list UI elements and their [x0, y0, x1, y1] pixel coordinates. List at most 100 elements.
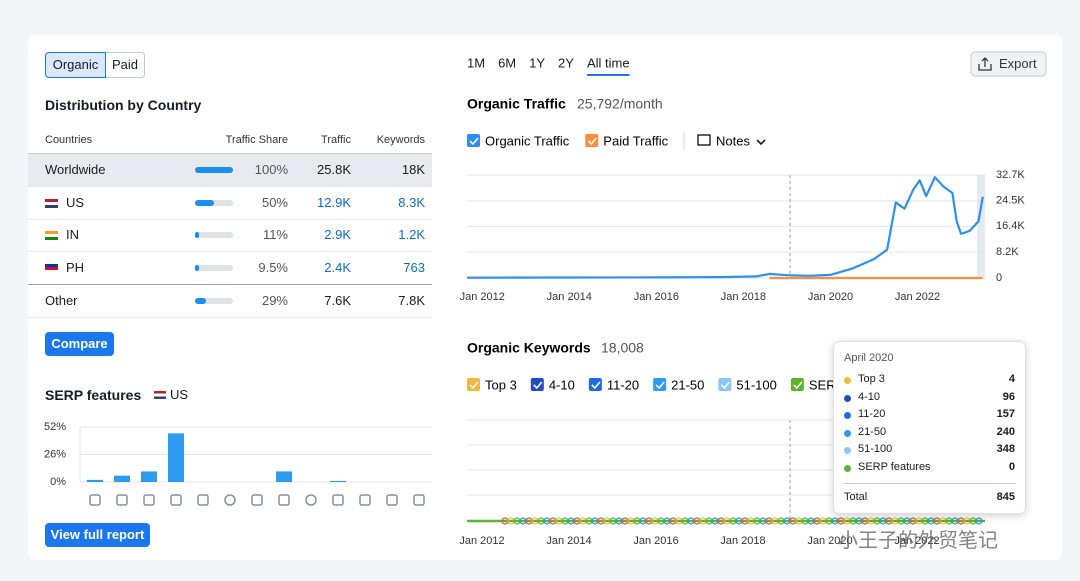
bar [87, 479, 103, 482]
column-header: Keywords [376, 134, 425, 146]
keywords-value[interactable]: 8.3K [398, 194, 425, 210]
tooltip-label: 11-20 [858, 408, 886, 421]
compare-button[interactable]: Compare [45, 332, 114, 356]
legend-checkbox[interactable] [790, 378, 804, 391]
period-button[interactable]: 6M [498, 55, 516, 70]
serp-icon [359, 494, 371, 506]
x-tick-label: Jan 2020 [807, 535, 852, 547]
notes-icon[interactable] [697, 134, 711, 146]
x-tick-label: Jan 2022 [895, 291, 940, 303]
serp-icon [170, 494, 182, 506]
y-tick-label: 32.7K [996, 169, 1025, 181]
section-title: SERP features [45, 387, 142, 403]
legend-check [655, 381, 665, 390]
share-bar [195, 232, 200, 239]
y-tick-label: 8.2K [996, 246, 1019, 258]
chevron [756, 139, 766, 146]
row-divider [28, 251, 432, 253]
period-button[interactable]: 2Y [558, 55, 574, 70]
y-tick-label: 0 [996, 272, 1002, 284]
chart-subtitle: 25,792/month [577, 96, 663, 112]
flag [45, 198, 58, 208]
keywords-value[interactable]: 1.2K [398, 227, 425, 243]
series-line [466, 176, 984, 279]
x-tick-label: Jan 2020 [808, 291, 853, 303]
traffic-value[interactable]: 12.9K [317, 194, 351, 210]
legend-label: Top 3 [485, 377, 517, 392]
serp-icon [413, 494, 425, 506]
tooltip-value: 240 [996, 425, 1015, 438]
legend-checkbox[interactable] [653, 378, 667, 391]
period-button[interactable]: All time [587, 55, 630, 70]
share-track [195, 297, 233, 304]
column-header: Traffic Share [225, 134, 288, 146]
legend-checkbox[interactable] [467, 378, 480, 391]
traffic-value[interactable]: 2.9K [324, 227, 351, 243]
x-tick-label: Jan 2012 [460, 291, 505, 303]
row-divider [28, 186, 432, 187]
tooltip-dot [844, 412, 851, 420]
legend-checkbox[interactable] [718, 378, 732, 391]
legend-checkbox[interactable] [585, 134, 599, 147]
notes-label[interactable]: Notes [716, 133, 750, 148]
tab[interactable]: Paid [106, 52, 145, 78]
share-label: 29% [261, 292, 288, 308]
tooltip-value: 348 [996, 443, 1015, 456]
bar [141, 471, 157, 482]
legend-label: 21-50 [671, 377, 704, 392]
period-button[interactable]: 1M [467, 55, 485, 70]
bar [330, 480, 346, 482]
tooltip: April 2020 Top 3 4 4-10 96 11-20 157 21-50 240 51… [833, 341, 1026, 514]
country-name: Other [45, 292, 78, 308]
serp-icon [386, 494, 398, 506]
note-marker [975, 517, 983, 525]
keywords-value[interactable]: 763 [403, 260, 425, 276]
section-title: Distribution by Country [45, 97, 202, 113]
legend-check [469, 381, 479, 390]
legend-label: Organic Traffic [485, 133, 570, 148]
tab[interactable]: Organic [45, 52, 106, 78]
chart-subtitle: 18,008 [601, 340, 644, 356]
serp-icon [197, 494, 209, 506]
serp-icon [305, 494, 317, 506]
x-tick-label: Jan 2016 [634, 291, 679, 303]
share-bar [195, 297, 207, 304]
tooltip-label: 4-10 [858, 390, 881, 403]
country-name: IN [66, 227, 79, 243]
serp-icon [332, 494, 344, 506]
country-name: US [66, 194, 85, 210]
tooltip-dot [844, 429, 851, 437]
legend-label: 4-10 [549, 377, 575, 392]
tooltip-date: April 2020 [844, 352, 894, 364]
legend-checkbox[interactable] [467, 134, 480, 147]
y-tick-label: 16.4K [996, 220, 1025, 232]
country-name: Worldwide [45, 162, 106, 177]
traffic-value[interactable]: 2.4K [324, 260, 351, 276]
legend-check [587, 137, 597, 146]
bar [114, 475, 130, 482]
legend-checkbox[interactable] [588, 378, 602, 391]
row-divider [28, 218, 432, 220]
tooltip-label: Total [844, 491, 868, 503]
chart-title: Organic Traffic [467, 96, 566, 112]
chart-title: Organic Keywords [467, 340, 591, 356]
period-button[interactable]: 1Y [529, 55, 545, 70]
flag [45, 264, 58, 274]
view-report-button[interactable]: View full report [45, 523, 150, 547]
y-tick-label: 0% [50, 476, 66, 488]
x-tick-label: Jan 2016 [633, 535, 678, 547]
share-track [195, 199, 233, 206]
bar [276, 471, 292, 482]
share-track [195, 232, 233, 239]
legend-checkbox[interactable] [530, 378, 544, 391]
traffic-value: 25.8K [317, 162, 351, 177]
legend-label: Paid Traffic [603, 133, 668, 148]
tooltip-dot [844, 377, 851, 384]
legend-check [469, 137, 479, 146]
serp-icon [116, 494, 128, 506]
legend-check [793, 381, 803, 390]
tooltip-value: 96 [1002, 390, 1015, 403]
column-header: Countries [45, 134, 93, 146]
x-tick-label: Jan 2018 [721, 291, 766, 303]
